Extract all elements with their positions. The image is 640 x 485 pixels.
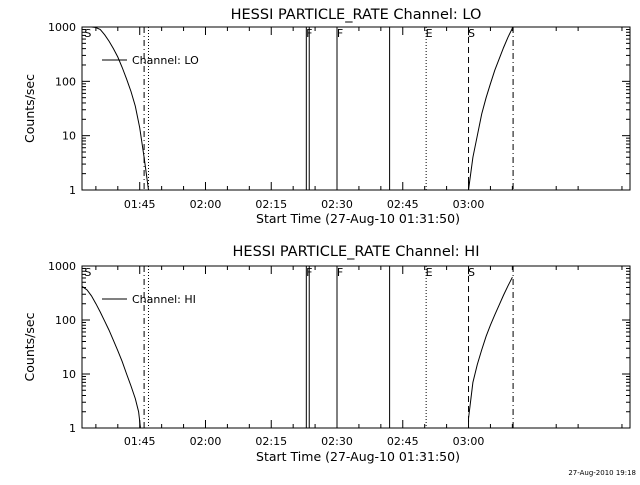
- x-tick-label: 02:15: [255, 435, 287, 448]
- series-line: [82, 26, 149, 191]
- x-tick-label: 02:00: [190, 435, 222, 448]
- plot-frame: [81, 265, 631, 429]
- chart-title: HESSI PARTICLE_RATE Channel: HI: [233, 244, 480, 260]
- footer-timestamp: 27-Aug-2010 19:18: [568, 469, 636, 477]
- y-tick-label: 1: [69, 184, 76, 197]
- x-axis-label: Start Time (27-Aug-10 01:31:50): [256, 211, 460, 226]
- legend-label: Channel: HI: [132, 293, 196, 306]
- x-tick-label: 01:45: [124, 198, 156, 211]
- x-tick-label: 02:45: [387, 435, 419, 448]
- y-tick-label: 10: [62, 130, 76, 143]
- x-tick-label: 02:45: [387, 198, 419, 211]
- y-tick-label: 1: [69, 422, 76, 435]
- series-line: [468, 27, 513, 191]
- y-tick-label: 1000: [48, 21, 76, 34]
- y-tick-label: 100: [55, 314, 76, 327]
- plot-frame: [81, 26, 631, 191]
- x-tick-label: 02:15: [255, 198, 287, 211]
- event-marker-label: S: [468, 27, 475, 40]
- y-tick-label: 10: [62, 368, 76, 381]
- x-tick-label: 02:30: [321, 198, 353, 211]
- event-marker-label: S: [84, 27, 91, 40]
- x-tick-label: 03:00: [453, 198, 485, 211]
- y-tick-label: 1000: [48, 260, 76, 273]
- event-marker-label: S: [468, 266, 475, 279]
- chart-panel-hi: HESSI PARTICLE_RATE Channel: HI 1 10 100 100…: [22, 244, 631, 464]
- event-marker-label: E: [426, 27, 433, 40]
- x-tick-label: 01:45: [124, 435, 156, 448]
- y-axis-label: Counts/sec: [22, 74, 37, 143]
- event-marker-label: F: [337, 266, 343, 279]
- event-marker-label: E: [426, 266, 433, 279]
- series-line: [468, 276, 513, 419]
- legend-label: Channel: LO: [132, 54, 199, 67]
- y-axis-label: Counts/sec: [22, 312, 37, 381]
- event-marker-label: S: [84, 266, 91, 279]
- x-axis-label: Start Time (27-Aug-10 01:31:50): [256, 449, 460, 464]
- y-tick-label: 100: [55, 75, 76, 88]
- chart-title: HESSI PARTICLE_RATE Channel: LO: [231, 7, 482, 23]
- chart-panel-lo: HESSI PARTICLE_RATE Channel: LO 1 10 100 100…: [22, 7, 631, 226]
- x-tick-label: 03:00: [453, 435, 485, 448]
- event-marker-label: F: [337, 27, 343, 40]
- series-line: [81, 285, 141, 429]
- x-tick-label: 02:30: [321, 435, 353, 448]
- x-tick-label: 02:00: [190, 198, 222, 211]
